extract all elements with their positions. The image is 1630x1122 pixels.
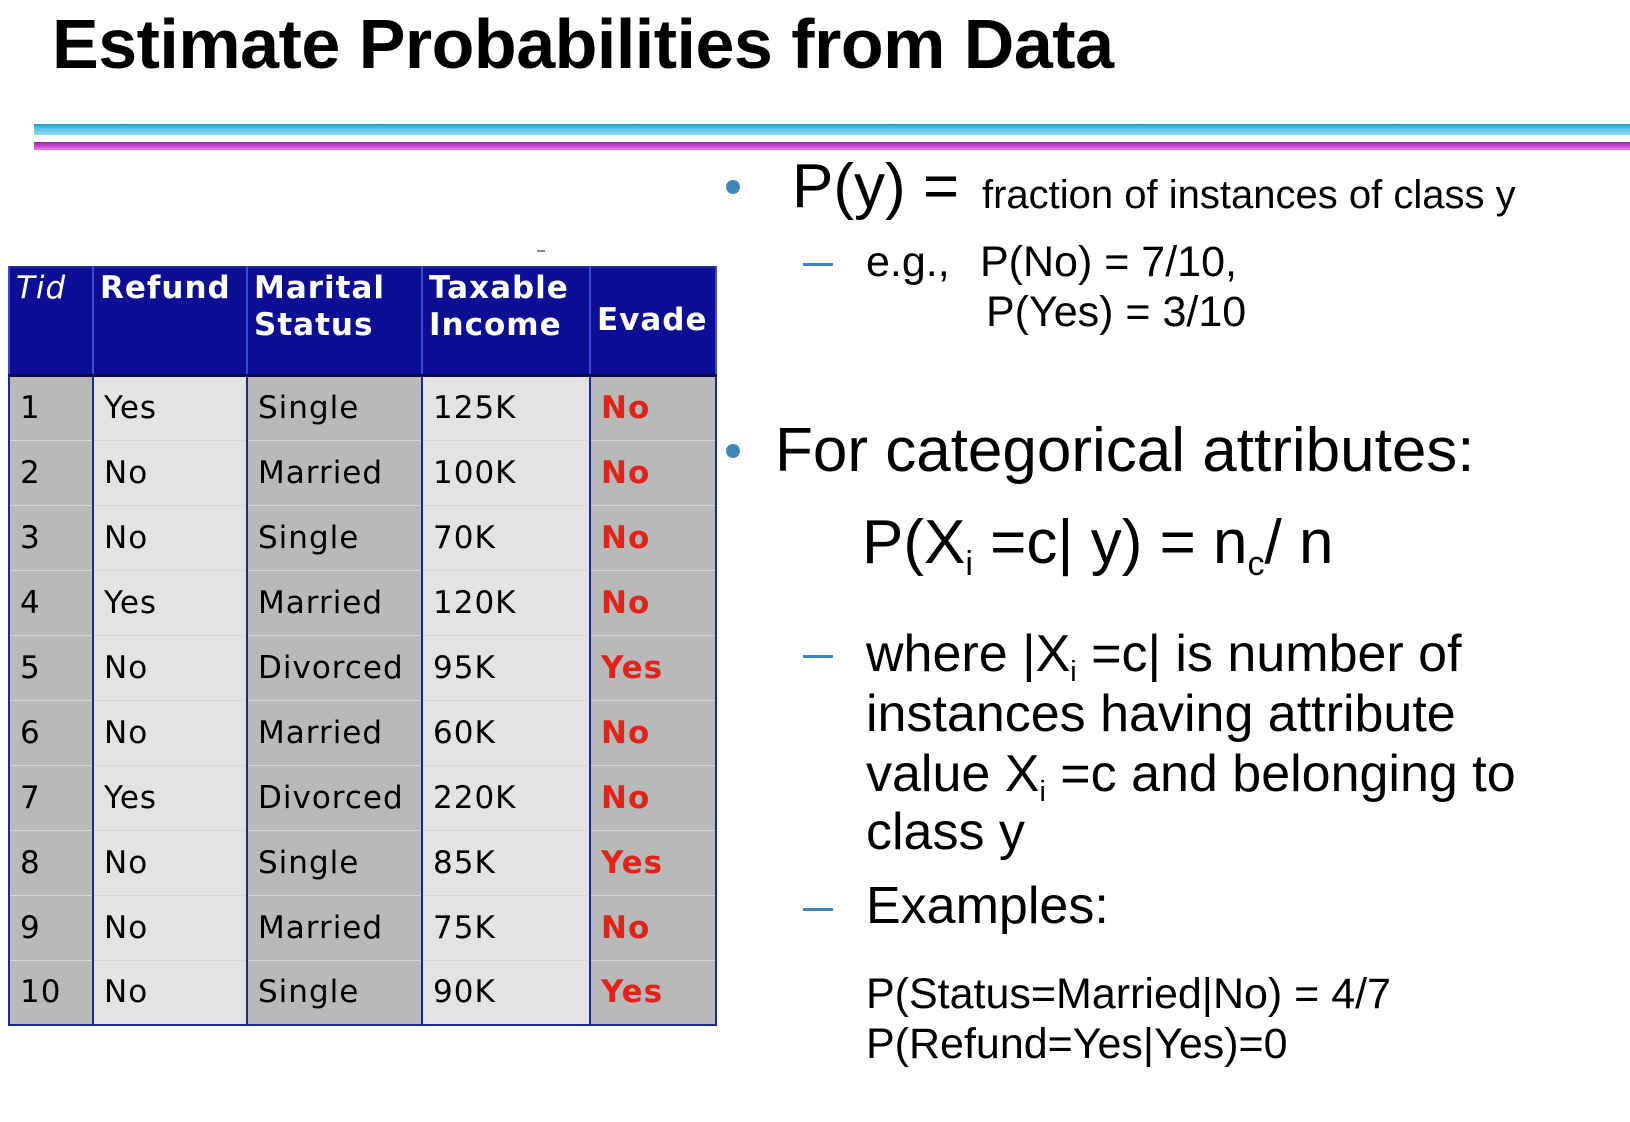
cell-marital-status: Single: [246, 830, 423, 896]
cell-refund: Yes: [92, 375, 248, 441]
where-line-4: class y: [866, 803, 1025, 861]
categorical-heading: For categorical attributes:: [775, 416, 1475, 485]
cell-evade: No: [589, 765, 717, 831]
cell-tid: 4: [8, 570, 94, 636]
cell-marital-status: Single: [246, 375, 423, 441]
cell-marital-status: Married: [246, 440, 423, 506]
cell-tid: 3: [8, 505, 94, 571]
example-status-married: P(Status=Married|No) = 4/7: [866, 970, 1392, 1018]
cell-tid: 6: [8, 700, 94, 766]
cell-refund: No: [92, 895, 248, 961]
prior-example-1: P(No) = 7/10,: [980, 238, 1237, 286]
table-row: 8 No Single 85K Yes: [8, 830, 717, 896]
cell-tid: 5: [8, 635, 94, 701]
dash-icon: [803, 655, 833, 658]
table-header-row: Tid Refund Marital Status Taxable Income…: [8, 267, 717, 377]
cell-evade: No: [589, 375, 717, 441]
cell-taxable-income: 120K: [421, 570, 591, 636]
cell-taxable-income: 220K: [421, 765, 591, 831]
bullet-icon: [726, 444, 740, 458]
cell-evade: No: [589, 440, 717, 506]
stray-mark: [537, 250, 545, 252]
cell-tid: 7: [8, 765, 94, 831]
cell-evade: Yes: [589, 830, 717, 896]
cell-refund: No: [92, 960, 248, 1026]
header-marital-status: Marital Status: [246, 267, 423, 377]
categorical-formula: P(Xi =c| y) = nc/ n: [862, 508, 1334, 583]
cell-marital-status: Married: [246, 700, 423, 766]
data-table: Tid Refund Marital Status Taxable Income…: [8, 266, 717, 1026]
cell-marital-status: Divorced: [246, 765, 423, 831]
cell-marital-status: Single: [246, 960, 423, 1026]
where-line-1: where |Xi =c| is number of: [866, 625, 1462, 688]
table-row: 1 Yes Single 125K No: [8, 375, 717, 441]
cell-evade: Yes: [589, 960, 717, 1026]
table-row: 6 No Married 60K No: [8, 700, 717, 766]
dash-icon: [803, 263, 833, 266]
cell-marital-status: Divorced: [246, 635, 423, 701]
table-row: 2 No Married 100K No: [8, 440, 717, 506]
title-rule-magenta: [34, 142, 1630, 150]
bullet-icon: [726, 180, 740, 194]
dash-icon: [803, 908, 833, 911]
cell-taxable-income: 95K: [421, 635, 591, 701]
cell-taxable-income: 125K: [421, 375, 591, 441]
cell-taxable-income: 90K: [421, 960, 591, 1026]
cell-taxable-income: 75K: [421, 895, 591, 961]
table-row: 10 No Single 90K Yes: [8, 960, 717, 1026]
cell-refund: No: [92, 440, 248, 506]
example-refund-yes: P(Refund=Yes|Yes)=0: [866, 1020, 1288, 1068]
table-row: 3 No Single 70K No: [8, 505, 717, 571]
cell-tid: 8: [8, 830, 94, 896]
cell-evade: No: [589, 570, 717, 636]
cell-evade: No: [589, 895, 717, 961]
cell-refund: No: [92, 505, 248, 571]
cell-tid: 2: [8, 440, 94, 506]
cell-tid: 1: [8, 375, 94, 441]
prior-description: fraction of instances of class y: [982, 173, 1516, 217]
cell-evade: No: [589, 700, 717, 766]
cell-taxable-income: 60K: [421, 700, 591, 766]
header-taxable-income: Taxable Income: [421, 267, 591, 377]
table-row: 7 Yes Divorced 220K No: [8, 765, 717, 831]
cell-refund: Yes: [92, 570, 248, 636]
where-line-2: instances having attribute: [866, 685, 1456, 743]
cell-evade: No: [589, 505, 717, 571]
cell-tid: 10: [8, 960, 94, 1026]
cell-marital-status: Single: [246, 505, 423, 571]
table-row: 4 Yes Married 120K No: [8, 570, 717, 636]
header-tid: Tid: [8, 267, 94, 377]
prior-example-2: P(Yes) = 3/10: [986, 288, 1247, 336]
table-row: 9 No Married 75K No: [8, 895, 717, 961]
cell-taxable-income: 100K: [421, 440, 591, 506]
cell-marital-status: Married: [246, 895, 423, 961]
header-refund: Refund: [92, 267, 248, 377]
cell-taxable-income: 85K: [421, 830, 591, 896]
prior-formula: P(y) =: [792, 152, 960, 221]
slide-title: Estimate Probabilities from Data: [52, 5, 1114, 83]
cell-refund: No: [92, 830, 248, 896]
cell-tid: 9: [8, 895, 94, 961]
cell-refund: No: [92, 700, 248, 766]
prior-example-prefix: e.g.,: [866, 238, 950, 286]
examples-label: Examples:: [866, 877, 1109, 935]
cell-refund: No: [92, 635, 248, 701]
title-rule-cyan: [34, 124, 1630, 135]
table-row: 5 No Divorced 95K Yes: [8, 635, 717, 701]
cell-refund: Yes: [92, 765, 248, 831]
cell-taxable-income: 70K: [421, 505, 591, 571]
cell-evade: Yes: [589, 635, 717, 701]
where-line-3: value Xi =c and belonging to: [866, 745, 1516, 808]
header-evade: Evade: [589, 267, 717, 377]
cell-marital-status: Married: [246, 570, 423, 636]
